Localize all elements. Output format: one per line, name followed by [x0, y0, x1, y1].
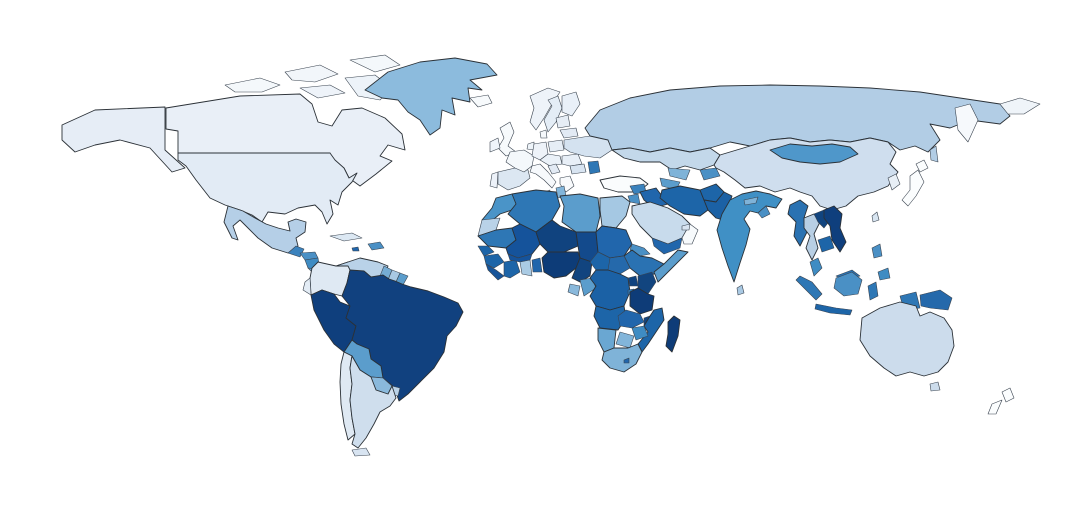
region-taiwan [871, 211, 880, 223]
region-alaska [61, 106, 186, 173]
region-canada-arctic-island-4 [349, 54, 401, 73]
region-korea [887, 173, 901, 191]
region-kyrgyzstan-tajikistan [699, 167, 721, 181]
country-malaysia [809, 257, 823, 277]
region-kalimantan [833, 271, 863, 297]
region-sulawesi [867, 281, 879, 301]
country-jamaica [351, 246, 360, 252]
region-philippines-mindanao [877, 267, 891, 281]
region-hokkaido [915, 159, 929, 173]
country-yemen [651, 237, 683, 255]
country-somalia [653, 249, 689, 283]
region-java [814, 303, 853, 316]
country-romania [561, 153, 583, 167]
region-togo-benin [531, 257, 543, 273]
country-south-africa [601, 343, 643, 373]
country-guatemala [287, 245, 305, 258]
region-central-europe [539, 153, 563, 167]
region-philippines-luzon [871, 243, 883, 259]
country-argentina [349, 355, 397, 449]
country-uzbekistan [667, 167, 691, 181]
country-portugal [489, 171, 499, 189]
country-japan [901, 169, 925, 207]
region-uae-qatar [681, 223, 691, 231]
country-brazil [341, 269, 464, 402]
country-sweden [543, 95, 563, 133]
country-iceland [469, 94, 493, 108]
country-india [716, 190, 783, 283]
country-mozambique [637, 307, 665, 353]
country-cuba [329, 232, 363, 242]
region-canada-arctic-island-2 [284, 64, 339, 83]
country-mexico [223, 205, 307, 254]
country-finland [561, 91, 581, 117]
country-drc [589, 269, 631, 311]
country-tanzania [629, 287, 655, 315]
country-ghana [519, 259, 533, 277]
country-kazakhstan [611, 147, 721, 171]
country-uganda [627, 275, 639, 287]
country-cameroon [571, 257, 593, 283]
country-usa [177, 152, 358, 225]
country-bangladesh [757, 205, 771, 219]
country-france [505, 149, 535, 173]
country-ireland [489, 137, 501, 153]
region-baltics [555, 114, 571, 129]
country-kenya [637, 271, 657, 295]
country-cambodia [817, 235, 835, 253]
country-greenland [364, 57, 498, 136]
country-uk [497, 121, 517, 157]
country-sri-lanka [736, 284, 745, 296]
region-new-zealand-north-island [1001, 387, 1015, 403]
country-botswana [615, 331, 635, 349]
country-nepal [743, 196, 759, 206]
country-libya [559, 193, 601, 233]
country-ecuador [302, 277, 312, 296]
country-bulgaria [569, 163, 587, 175]
country-italy [529, 163, 557, 189]
country-madagascar [665, 315, 681, 353]
region-chukotka [999, 97, 1041, 115]
country-ivory-coast [503, 259, 521, 279]
country-vietnam [823, 205, 847, 253]
country-poland [547, 139, 565, 153]
country-papua-new-guinea [919, 289, 953, 311]
region-hispaniola [367, 241, 385, 251]
region-sumatra [795, 275, 823, 301]
region-kamchatka [954, 103, 979, 143]
country-gabon [567, 283, 581, 297]
region-sakhalin [929, 145, 939, 163]
country-myanmar [787, 199, 809, 247]
country-lesotho [623, 357, 630, 364]
country-zimbabwe [631, 325, 649, 341]
country-egypt [599, 195, 631, 229]
region-new-zealand-south-island [987, 399, 1003, 415]
country-sudan [595, 225, 633, 259]
country-guinea [483, 253, 505, 269]
region-sierra-leone-liberia [485, 263, 505, 281]
region-senegal-gambia [477, 245, 495, 257]
country-iran [659, 185, 709, 217]
region-canada-arctic-island-3 [299, 84, 346, 99]
region-tierra-del-fuego [351, 447, 371, 457]
region-croatia-bosnia [547, 163, 561, 175]
region-serbia-macedonia [587, 160, 601, 175]
region-canada-arctic-island-1 [224, 77, 281, 93]
country-australia [859, 301, 955, 377]
country-denmark [539, 129, 548, 139]
country-belarus [559, 127, 579, 139]
country-mongolia [769, 143, 859, 165]
country-south-sudan [607, 255, 631, 275]
region-tasmania [929, 381, 941, 392]
